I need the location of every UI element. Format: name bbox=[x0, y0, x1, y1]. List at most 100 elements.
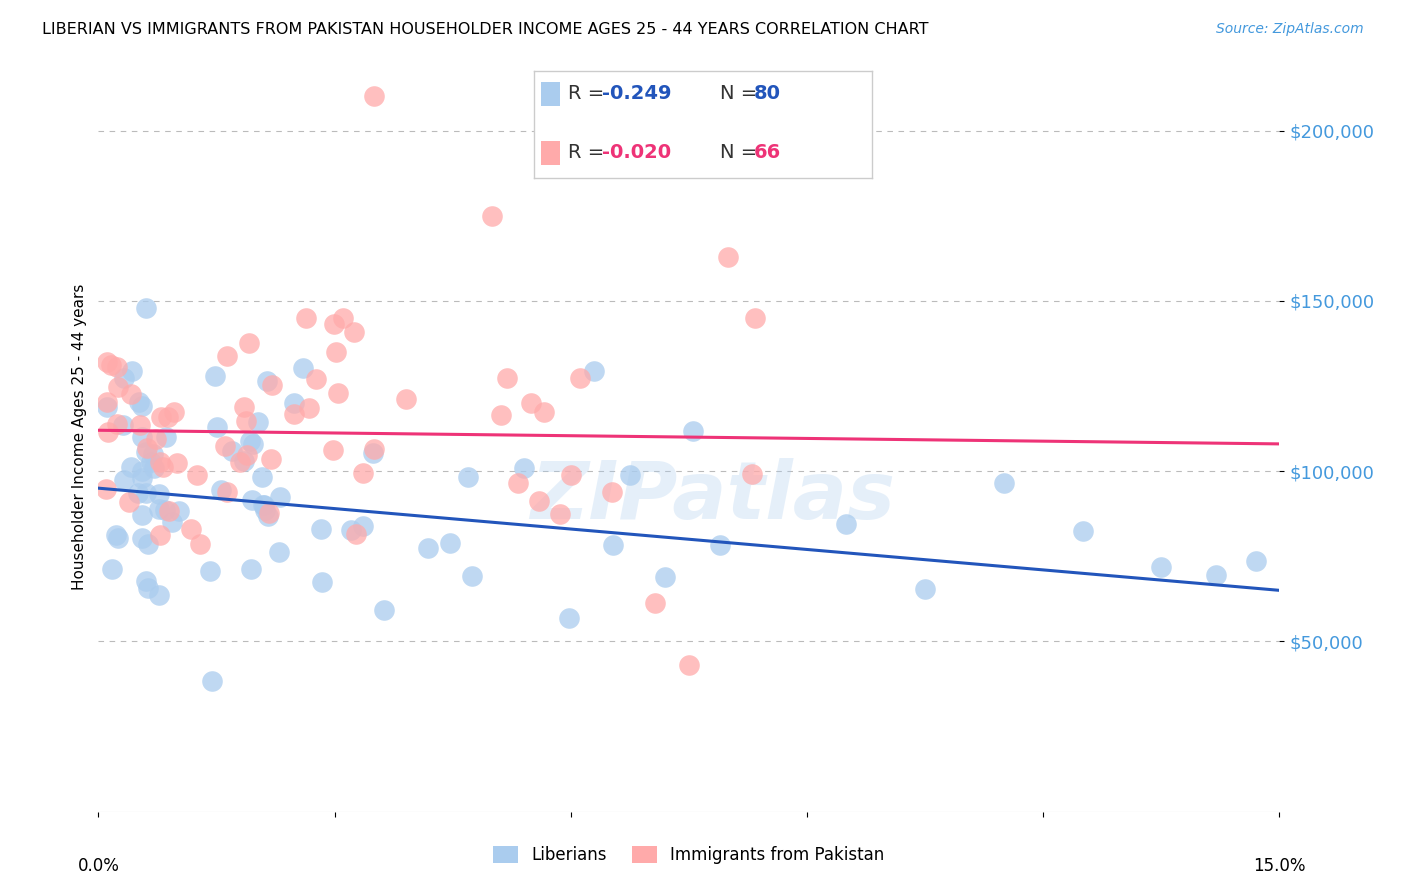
Bar bbox=[541, 82, 560, 106]
Point bbox=[558, 611, 581, 625]
Point bbox=[142, 447, 165, 461]
Point bbox=[246, 416, 269, 430]
Bar bbox=[541, 141, 560, 165]
Point bbox=[204, 368, 226, 383]
Point bbox=[131, 508, 153, 522]
Point bbox=[1205, 568, 1227, 582]
Point bbox=[131, 531, 153, 545]
Point bbox=[148, 502, 170, 516]
Point bbox=[533, 404, 555, 418]
Point bbox=[602, 484, 624, 499]
Point bbox=[283, 396, 305, 410]
Point bbox=[128, 395, 150, 409]
Point bbox=[352, 519, 374, 533]
Point bbox=[560, 468, 582, 483]
Point bbox=[682, 425, 704, 439]
Point bbox=[96, 395, 118, 409]
Point bbox=[253, 498, 276, 512]
Point bbox=[439, 536, 461, 550]
Point bbox=[97, 425, 120, 440]
Point bbox=[582, 364, 605, 378]
Point bbox=[260, 377, 283, 392]
Point bbox=[128, 417, 150, 432]
Point bbox=[229, 455, 252, 469]
Point bbox=[1150, 560, 1173, 574]
Point bbox=[340, 524, 363, 538]
Point bbox=[107, 380, 129, 394]
Point bbox=[993, 476, 1015, 491]
Point bbox=[221, 443, 243, 458]
Point bbox=[167, 504, 190, 518]
Point bbox=[242, 437, 264, 451]
Point bbox=[235, 414, 257, 428]
Point bbox=[269, 490, 291, 504]
Point bbox=[117, 495, 139, 509]
Point bbox=[131, 464, 153, 478]
Point bbox=[127, 486, 149, 500]
Point bbox=[254, 503, 277, 517]
Point bbox=[101, 562, 124, 576]
Text: R =: R = bbox=[568, 85, 610, 103]
Point bbox=[155, 430, 177, 444]
Legend: Liberians, Immigrants from Pakistan: Liberians, Immigrants from Pakistan bbox=[486, 839, 891, 871]
Text: Source: ZipAtlas.com: Source: ZipAtlas.com bbox=[1216, 22, 1364, 37]
Point bbox=[709, 538, 731, 552]
Point bbox=[495, 370, 517, 384]
Point bbox=[136, 581, 159, 595]
Text: 0.0%: 0.0% bbox=[77, 856, 120, 875]
Point bbox=[96, 355, 118, 369]
Point bbox=[257, 506, 280, 520]
Point bbox=[96, 482, 118, 496]
Point bbox=[131, 430, 153, 444]
Point bbox=[602, 538, 624, 552]
Point bbox=[136, 537, 159, 551]
Point bbox=[678, 658, 700, 673]
Point bbox=[256, 374, 278, 388]
Point bbox=[835, 516, 858, 531]
Point bbox=[121, 387, 143, 401]
Point bbox=[120, 460, 142, 475]
Point bbox=[644, 596, 666, 610]
Point bbox=[136, 441, 159, 455]
Point bbox=[744, 310, 766, 325]
Text: N =: N = bbox=[720, 144, 763, 162]
Point bbox=[180, 522, 202, 536]
Point bbox=[217, 349, 239, 363]
Point bbox=[548, 507, 571, 521]
Point bbox=[238, 434, 260, 448]
Point bbox=[491, 408, 513, 422]
Point bbox=[252, 498, 274, 512]
Point bbox=[741, 467, 763, 481]
Text: 80: 80 bbox=[754, 85, 780, 103]
Point bbox=[145, 432, 167, 446]
Point bbox=[105, 417, 128, 432]
Point bbox=[295, 310, 318, 325]
Point bbox=[242, 492, 264, 507]
Point bbox=[135, 301, 157, 315]
Point bbox=[156, 410, 179, 425]
Point bbox=[267, 545, 290, 559]
Point bbox=[153, 503, 176, 517]
Point bbox=[568, 371, 591, 385]
Point bbox=[529, 494, 551, 508]
Point bbox=[209, 483, 232, 497]
Point bbox=[298, 401, 321, 415]
Point bbox=[363, 89, 385, 103]
Point bbox=[260, 452, 283, 467]
Point bbox=[152, 460, 174, 475]
Point bbox=[135, 486, 157, 500]
Point bbox=[105, 527, 128, 541]
Text: ZIPatlas: ZIPatlas bbox=[530, 458, 896, 536]
Point bbox=[135, 574, 157, 589]
Point bbox=[112, 370, 135, 384]
Point bbox=[166, 456, 188, 470]
Point bbox=[520, 396, 543, 410]
Point bbox=[157, 504, 180, 518]
Point bbox=[162, 516, 184, 530]
Point bbox=[326, 386, 349, 401]
Text: R =: R = bbox=[568, 144, 610, 162]
Text: 15.0%: 15.0% bbox=[1253, 856, 1306, 875]
Text: -0.249: -0.249 bbox=[602, 85, 671, 103]
Point bbox=[1071, 524, 1094, 539]
Point bbox=[236, 448, 259, 462]
